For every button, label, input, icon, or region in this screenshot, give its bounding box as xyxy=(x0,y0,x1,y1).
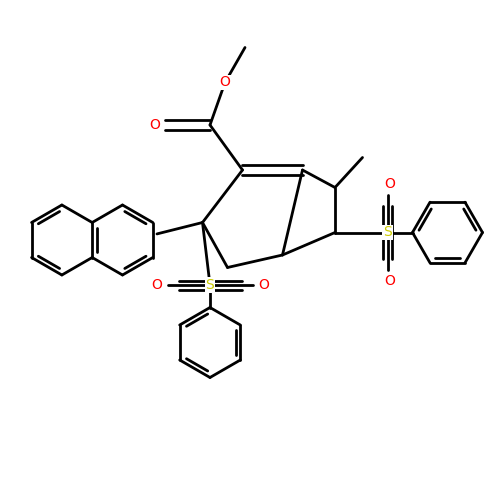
Text: O: O xyxy=(150,118,160,132)
Text: O: O xyxy=(384,177,396,191)
Text: S: S xyxy=(206,278,214,292)
Text: O: O xyxy=(220,76,230,90)
Text: O: O xyxy=(384,274,396,288)
Text: O: O xyxy=(258,278,269,292)
Text: S: S xyxy=(383,226,392,239)
Text: O: O xyxy=(151,278,162,292)
